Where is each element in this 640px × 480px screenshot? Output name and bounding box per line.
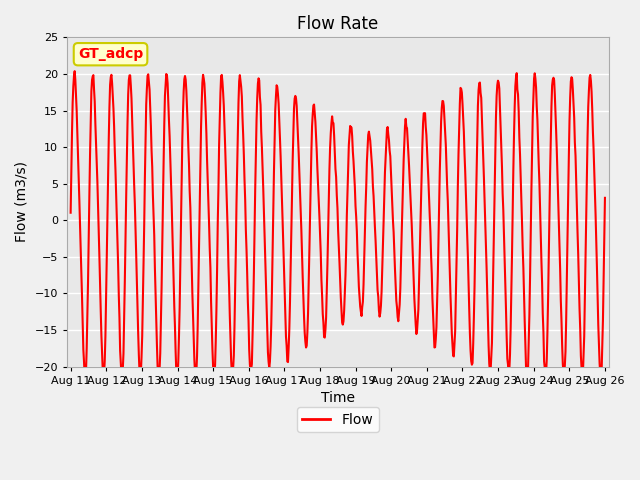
Text: GT_adcp: GT_adcp (78, 47, 143, 61)
Title: Flow Rate: Flow Rate (297, 15, 378, 33)
X-axis label: Time: Time (321, 391, 355, 405)
Legend: Flow: Flow (297, 407, 379, 432)
Y-axis label: Flow (m3/s): Flow (m3/s) (15, 161, 29, 242)
